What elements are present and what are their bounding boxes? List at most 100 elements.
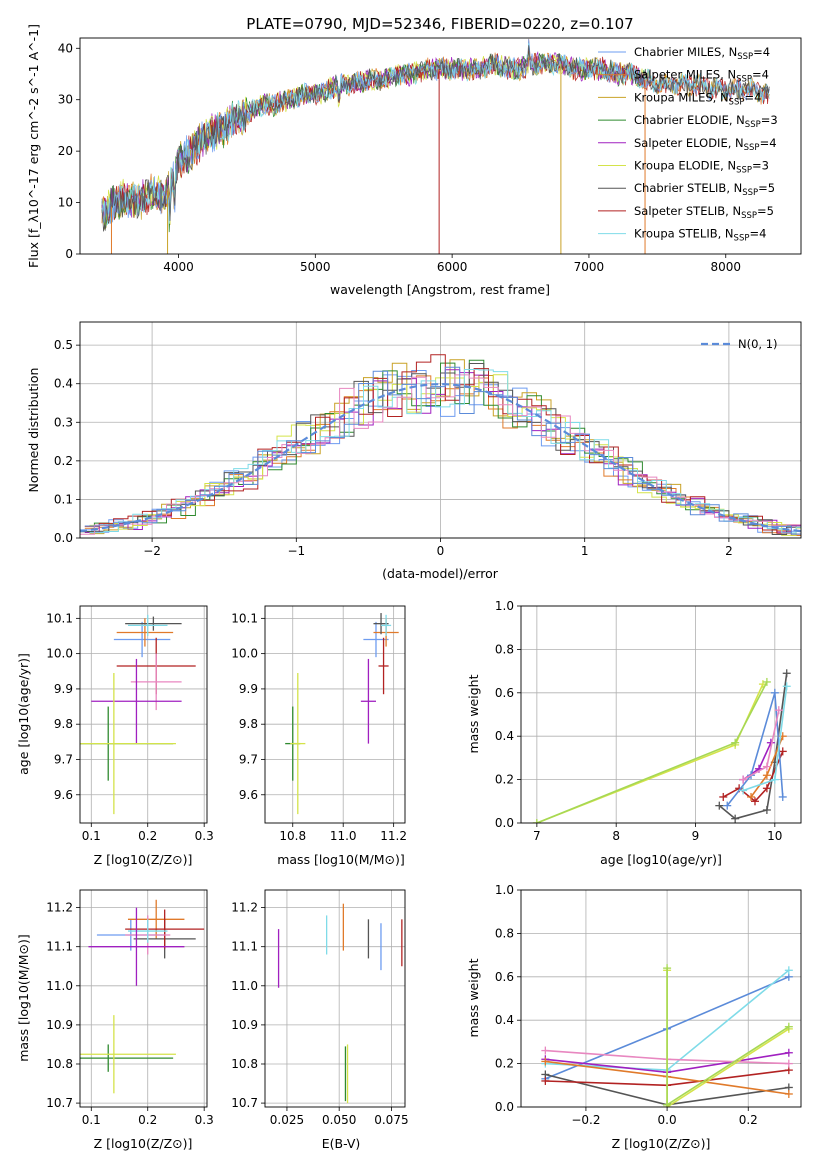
y-tick-label: 10.1: [231, 611, 258, 625]
legend-label: Chabrier ELODIE, N: [634, 113, 745, 127]
y-tick-label: 11.1: [46, 940, 73, 954]
legend-entry: Kroupa MILES, NSSP=4: [634, 90, 761, 107]
y-tick-label: 0.0: [495, 1100, 514, 1114]
x-tick-label: 0.025: [270, 1113, 304, 1127]
plot-area-age_vs_Z: [80, 614, 196, 815]
histogram-step: [80, 363, 801, 535]
spectrum-line: [101, 45, 770, 232]
y-tick-label: 9.9: [54, 682, 73, 696]
legend-subscript: SSP: [742, 188, 758, 198]
x-tick-label: 4000: [163, 260, 194, 274]
panel-age_vs_mass: 10.8 11.0 11.2 9.6 9.7 9.8 9.9 10.0 10.1: [231, 605, 407, 843]
legend-subscript: SSP: [729, 97, 745, 107]
y-tick-label: 0.0: [495, 816, 514, 830]
x-tick-label: 0: [437, 544, 445, 558]
x-tick-label: 0.3: [195, 829, 214, 843]
y-tick-label: 11.2: [46, 901, 73, 915]
legend-entry: Salpeter ELODIE, NSSP=4: [634, 136, 777, 153]
x-tick-label: 7000: [574, 260, 605, 274]
y-tick-label: 11.0: [46, 979, 73, 993]
panel-mass_vs_EBV: 0.025 0.050 0.075 10.7 10.8 10.9 11.0 11.1 11.2: [231, 889, 409, 1127]
panel-weight_vs_age: 7 8 9 10 0.0 0.2 0.4 0.6 0.8 1.0: [495, 599, 802, 843]
y-tick-label: 9.9: [239, 682, 258, 696]
x-tick-label: 10: [767, 829, 782, 843]
legend-value: =3: [761, 113, 778, 127]
x-tick-label: 0.2: [138, 829, 157, 843]
legend-subscript: SSP: [737, 52, 753, 62]
y-tick-label: 0.1: [54, 492, 73, 506]
plot-area-weight_vs_Z: [541, 964, 793, 1107]
x-tick-label: 8000: [710, 260, 741, 274]
legend-entry: Salpeter MILES, NSSP=4: [634, 68, 769, 85]
y-tick-label: 10.8: [231, 1057, 258, 1071]
axis-label: E(B-V): [322, 1136, 361, 1151]
x-tick-label: 2: [725, 544, 733, 558]
legend-label: Chabrier STELIB, N: [634, 181, 742, 195]
y-tick-label: 30: [58, 93, 73, 107]
legend-value: =4: [752, 68, 769, 82]
x-tick-label: 0.2: [138, 1113, 157, 1127]
legend-subscript: SSP: [734, 234, 750, 244]
axes-frame: [264, 605, 406, 824]
x-tick-label: 0.1: [82, 1113, 101, 1127]
legend-entry: Chabrier MILES, NSSP=4: [634, 45, 770, 62]
panel-weight_vs_Z: −0.2 0.0 0.2 0.0 0.2 0.4 0.6 0.8 1.0: [495, 883, 802, 1127]
axes-frame: [520, 605, 802, 824]
figure-title: PLATE=0790, MJD=52346, FIBERID=0220, z=0…: [246, 15, 633, 33]
y-tick-label: 9.7: [239, 752, 258, 766]
normal-curve: [80, 382, 801, 533]
legend-value: =4: [744, 90, 761, 104]
legend-entry: Kroupa ELODIE, NSSP=3: [634, 159, 769, 176]
x-tick-label: 0.2: [739, 1113, 758, 1127]
y-tick-label: 0.0: [54, 531, 73, 545]
plot-area-age_vs_mass: [285, 613, 399, 815]
x-tick-label: 6000: [437, 260, 468, 274]
y-tick-label: 0.8: [495, 642, 514, 656]
y-tick-label: 10.0: [46, 647, 73, 661]
plot-area-mass_vs_EBV: [277, 903, 403, 1104]
y-tick-label: 11.1: [231, 940, 258, 954]
y-tick-label: 40: [58, 41, 73, 55]
legend-entry: Salpeter STELIB, NSSP=5: [634, 204, 774, 221]
histogram-step: [89, 374, 801, 536]
y-tick-label: 9.8: [54, 717, 73, 731]
legend-subscript: SSP: [736, 75, 752, 85]
x-tick-label: 0.1: [82, 829, 101, 843]
panel-residuals: N(0, 1) −2 −1 0 1 2 0.0 0.1 0.2 0.3 0.4 0.5: [54, 321, 802, 558]
axes-frame: [79, 37, 802, 255]
x-tick-label: 0.075: [374, 1113, 408, 1127]
y-tick-label: 9.8: [239, 717, 258, 731]
x-tick-label: 1: [581, 544, 589, 558]
legend-label: Salpeter ELODIE, N: [634, 136, 744, 150]
y-tick-label: 10.9: [231, 1018, 258, 1032]
axis-label: mass weight: [466, 674, 481, 753]
x-tick-label: 0.050: [322, 1113, 356, 1127]
plot-area-weight_vs_age: [532, 669, 791, 823]
legend-subscript: SSP: [736, 166, 752, 176]
y-tick-label: 0.2: [54, 454, 73, 468]
axis-label: mass [log10(M/M⊙)]: [277, 852, 405, 867]
x-tick-label: −1: [287, 544, 305, 558]
legend-value: =4: [753, 45, 770, 59]
y-tick-label: 9.6: [239, 788, 258, 802]
axes-frame: [520, 889, 802, 1108]
x-tick-label: 7: [533, 829, 541, 843]
y-tick-label: 0.6: [495, 970, 514, 984]
legend-label: Salpeter MILES, N: [634, 68, 736, 82]
x-tick-label: −0.2: [571, 1113, 600, 1127]
axis-label: Flux [f_λ10^-17 erg cm^-2 s^-1 A^-1]: [26, 24, 41, 268]
x-tick-label: 11.0: [330, 829, 357, 843]
y-tick-label: 10.8: [46, 1057, 73, 1071]
legend-value: =4: [760, 136, 777, 150]
legend-subscript: SSP: [745, 120, 761, 130]
y-tick-label: 0.2: [495, 1057, 514, 1071]
x-tick-label: 0.0: [658, 1113, 677, 1127]
axes-frame: [264, 889, 406, 1108]
y-tick-label: 10: [58, 196, 73, 210]
y-tick-label: 11.0: [231, 979, 258, 993]
y-tick-label: 0.3: [54, 415, 73, 429]
axis-label: mass weight: [466, 958, 481, 1037]
legend-entry: Chabrier ELODIE, NSSP=3: [634, 113, 778, 130]
y-tick-label: 10.9: [46, 1018, 73, 1032]
